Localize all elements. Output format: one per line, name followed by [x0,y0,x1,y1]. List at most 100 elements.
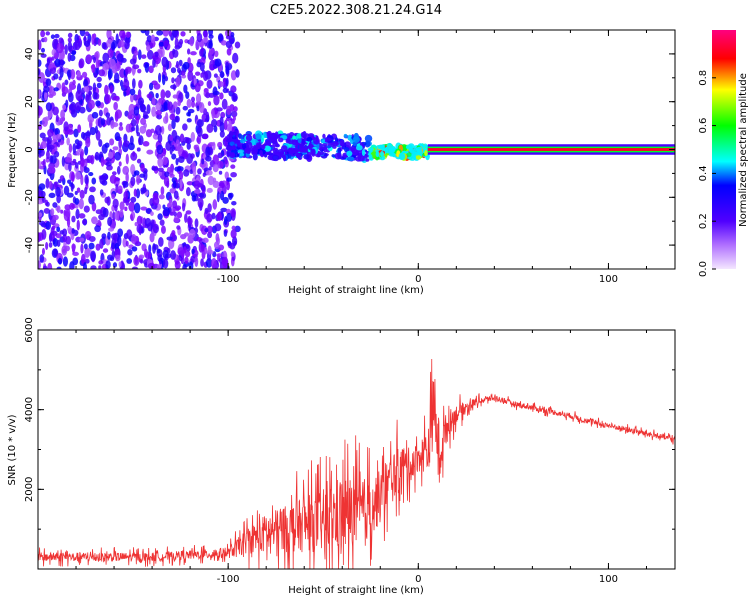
heatmap-cell [171,77,175,84]
heatmap-cell [114,210,119,221]
heatmap-cell [109,138,115,146]
heatmap-cell [122,32,126,39]
x-tick-label: 0 [415,574,421,585]
heatmap-cell [356,145,363,151]
heatmap-cell [252,153,258,161]
heatmap-cell [125,240,129,247]
heatmap-cell [230,31,235,38]
heatmap-cell [45,221,52,230]
heatmap-cell [204,228,209,233]
spectrogram-ticks: -100 0 100 -40 -20 0 20 40 [24,29,675,285]
heatmap-cell [151,166,159,171]
heatmap-cell [196,236,203,242]
heatmap-cell [78,60,84,69]
heatmap-cell [206,187,213,194]
heatmap-cell [80,131,86,140]
heatmap-cell [319,151,325,156]
heatmap-cell [94,225,101,233]
heatmap-cell [148,82,154,91]
heatmap-cell [40,53,47,58]
heatmap-cell [230,251,235,258]
heatmap-cell [100,118,106,126]
heatmap-cell [98,265,102,269]
heatmap-cell [186,98,192,109]
heatmap-cell [119,79,124,87]
heatmap-cell [81,71,88,78]
heatmap-cell [84,145,89,156]
heatmap-cell [170,84,177,90]
heatmap-cell [63,185,70,196]
heatmap-cell [229,242,236,250]
heatmap-cell [155,92,159,99]
heatmap-cell [205,258,213,268]
heatmap-cell [406,152,412,158]
heatmap-cell [70,68,76,80]
heatmap-cell [90,154,95,165]
heatmap-cell [171,30,179,38]
heatmap-cell [408,148,413,153]
heatmap-cell [217,244,225,251]
heatmap-cell [59,175,65,181]
heatmap-cell [346,150,353,157]
heatmap-cell [218,170,223,175]
heatmap-cell [78,198,84,210]
heatmap-cell [56,266,62,269]
heatmap-cell [64,79,69,86]
heatmap-cell [61,86,69,95]
heatmap-cell [105,112,111,118]
snr-x-label: Height of straight line (km) [288,585,424,596]
heatmap-cell [38,72,45,83]
heatmap-cell [50,208,55,216]
heatmap-cell [88,242,95,250]
heatmap-cell [221,98,228,110]
heatmap-cell [178,38,184,45]
heatmap-cell [80,174,84,186]
heatmap-cell [205,170,213,176]
heatmap-cell [131,266,139,269]
heatmap-cell [168,30,172,37]
colorbar-tick-label: 0.4 [698,165,709,181]
heatmap-cell [234,225,241,233]
heatmap-cell [213,73,218,78]
heatmap-cell [85,137,91,148]
heatmap-cell [97,38,102,46]
heatmap-cell [173,190,179,200]
heatmap-cell [146,35,152,43]
heatmap-cell [172,180,177,188]
heatmap-cell [58,37,64,44]
heatmap-cell [41,229,47,240]
heatmap-cell [40,30,46,38]
snr-panel: -100 0 100 2000 4000 6000 Height of straight … [7,317,676,596]
heatmap-cell [196,105,200,112]
y-tick-label: 2000 [24,477,35,502]
heatmap-cell [185,210,192,215]
heatmap-cell [231,201,237,206]
heatmap-cell [38,89,41,99]
heatmap-cell [65,99,69,109]
heatmap-cell [364,134,373,143]
heatmap-cell [201,158,205,165]
heatmap-cell [130,93,134,103]
heatmap-cell [67,225,72,233]
heatmap-cell [47,262,53,269]
heatmap-cell [75,171,82,180]
heatmap-cell [230,164,236,169]
heatmap-cell [106,116,111,126]
heatmap-cell [144,30,150,37]
heatmap-cell [195,71,201,76]
heatmap-cell [38,260,41,269]
heatmap-cell [133,105,140,116]
heatmap-cell [38,106,43,116]
heatmap-cell [140,163,145,173]
heatmap-cell [112,95,120,101]
heatmap-cell [225,66,230,75]
heatmap-cell [212,180,220,189]
heatmap-cell [201,133,209,140]
heatmap-cell [158,194,165,200]
heatmap-cell [418,149,423,155]
heatmap-cell [191,248,195,255]
heatmap-cell [130,176,136,187]
heatmap-cell [212,199,218,210]
heatmap-cell [50,155,57,165]
heatmap-cell [76,71,82,78]
